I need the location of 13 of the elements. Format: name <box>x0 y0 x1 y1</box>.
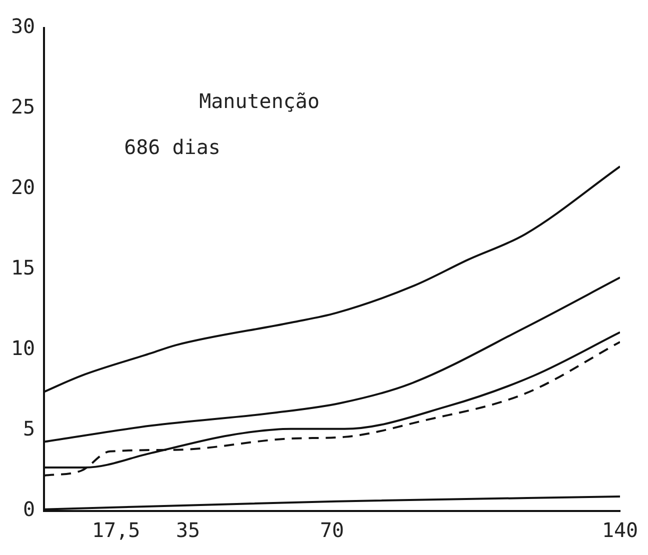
annotation: Manutenção <box>199 89 320 114</box>
x-tick-label: 17,5 <box>92 518 140 542</box>
y-tick-label: 15 <box>10 256 36 280</box>
annotation: 686 dias <box>124 135 220 160</box>
x-tick-label: 140 <box>602 518 638 542</box>
y-tick-label: 30 <box>10 14 36 38</box>
y-tick-label: 0 <box>23 497 36 522</box>
y-tick-label: 5 <box>23 416 36 441</box>
x-tick-label: 70 <box>320 518 344 542</box>
y-tick-label: 20 <box>10 175 36 200</box>
y-tick-label: 10 <box>10 336 36 360</box>
y-tick-label: 25 <box>10 94 36 119</box>
x-tick-label: 35 <box>176 518 200 542</box>
